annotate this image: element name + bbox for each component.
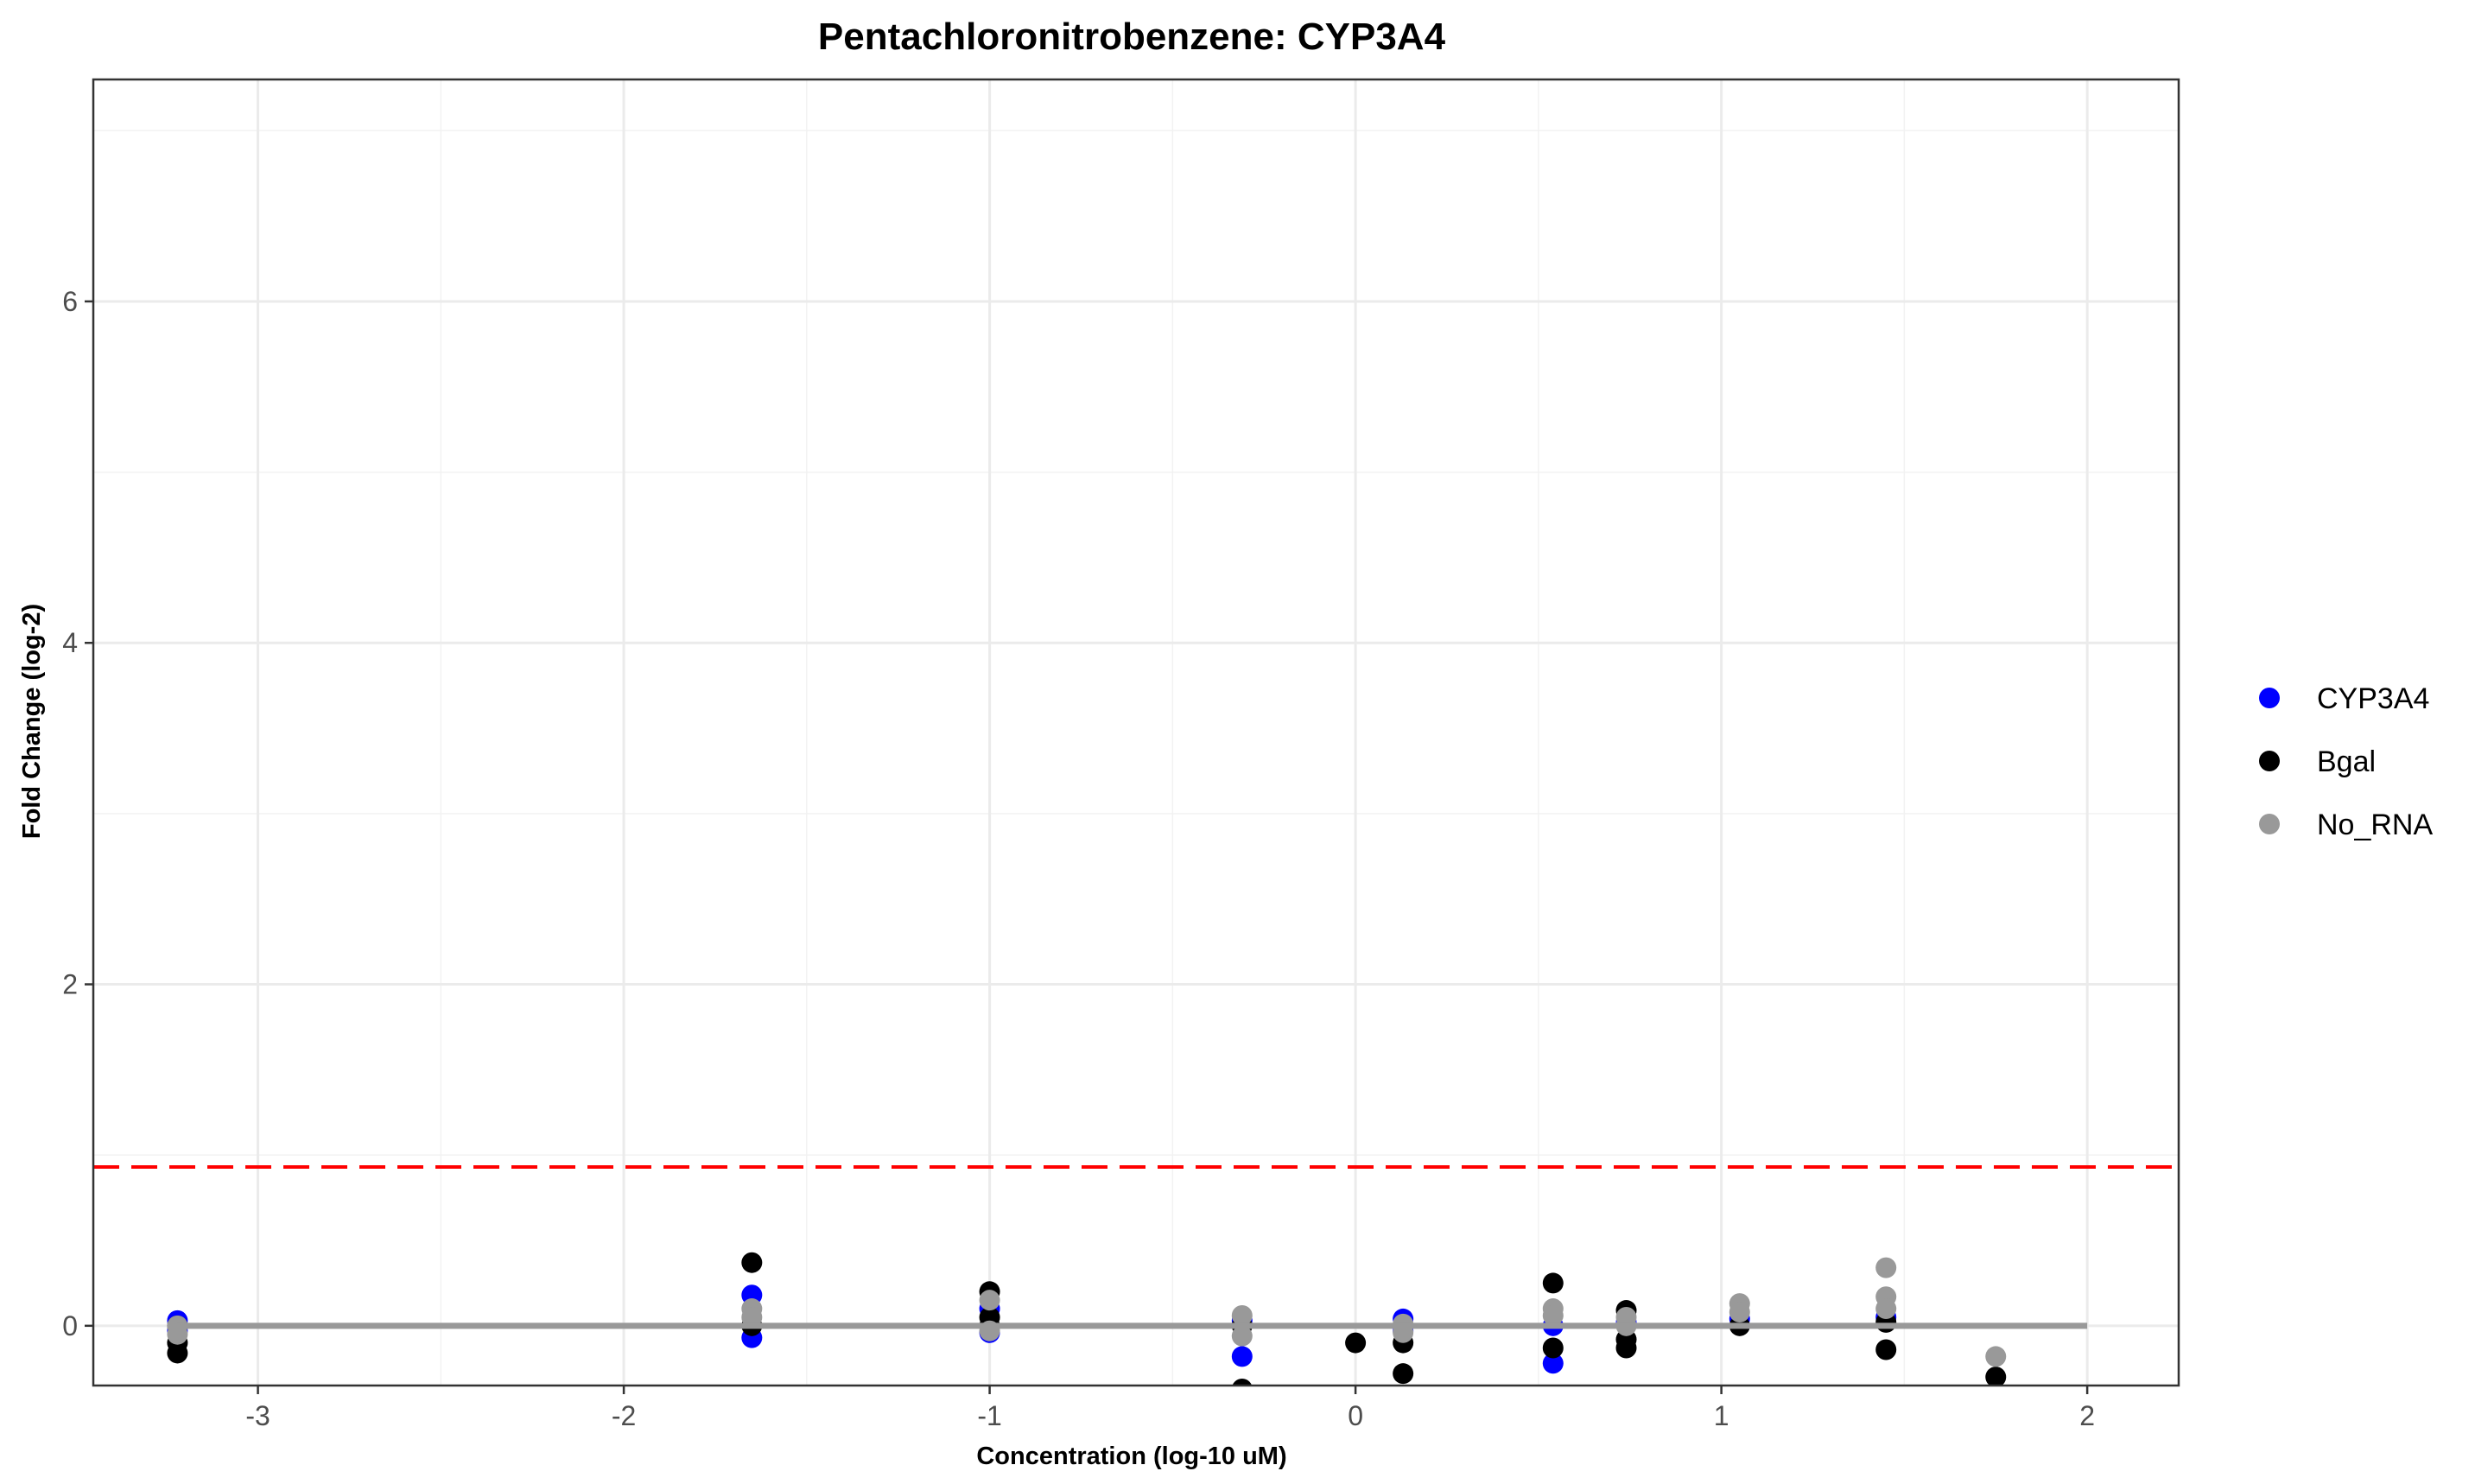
x-tick-label: 0: [1348, 1400, 1363, 1431]
x-tick-label: -2: [612, 1400, 636, 1431]
data-point-bgal: [1542, 1272, 1564, 1294]
x-tick-label: 2: [2079, 1400, 2095, 1431]
x-tick-label: 1: [1714, 1400, 1729, 1431]
y-tick-label: 0: [62, 1310, 78, 1341]
data-point-cyp3a4: [1542, 1353, 1564, 1374]
legend-key-bgal: [2259, 751, 2280, 771]
data-point-bgal: [1985, 1367, 2007, 1386]
data-point-bgal: [1232, 1378, 1253, 1386]
legend-label-no-rna: No_RNA: [2317, 809, 2433, 841]
legend-label-cyp3a4: CYP3A4: [2317, 682, 2429, 715]
data-point-cyp3a4: [1231, 1346, 1253, 1367]
data-point-no-rna: [1729, 1302, 1750, 1323]
data-point-bgal: [741, 1252, 763, 1273]
legend-key-no-rna: [2259, 814, 2280, 834]
legend-key-cyp3a4: [2259, 688, 2280, 708]
data-point-no-rna: [1231, 1304, 1253, 1326]
legend: CYP3A4 Bgal No_RNA: [2259, 682, 2433, 841]
data-point-bgal: [1542, 1337, 1564, 1359]
data-point-bgal: [1615, 1337, 1637, 1359]
data-point-no-rna: [1542, 1304, 1564, 1326]
data-point-bgal: [1875, 1339, 1897, 1360]
y-axis-title: Fold Change (log-2): [18, 604, 46, 839]
data-point-no-rna: [1985, 1346, 2007, 1367]
data-point-no-rna: [979, 1290, 1000, 1311]
data-point-no-rna: [167, 1323, 188, 1345]
x-tick-label: -3: [245, 1400, 270, 1431]
plot-panel: -3 -2 -1 0 1 2 0 2 4 6: [62, 78, 2180, 1431]
data-point-bgal: [1393, 1363, 1414, 1385]
data-point-no-rna: [741, 1306, 763, 1328]
chart-title: Pentachloronitrobenzene: CYP3A4: [818, 16, 1446, 58]
legend-label-bgal: Bgal: [2317, 745, 2376, 778]
data-point-no-rna: [1875, 1298, 1897, 1320]
data-point-no-rna: [1231, 1325, 1253, 1347]
data-point-no-rna: [1875, 1257, 1897, 1278]
panel-border: [92, 78, 2180, 1387]
y-tick-label: 2: [62, 969, 78, 1000]
y-tick-label: 4: [62, 627, 78, 658]
y-tick-label: 6: [62, 286, 78, 317]
x-tick-label: -1: [977, 1400, 1001, 1431]
x-axis-title: Concentration (log-10 uM): [976, 1443, 1286, 1470]
data-point-bgal: [1345, 1332, 1367, 1354]
